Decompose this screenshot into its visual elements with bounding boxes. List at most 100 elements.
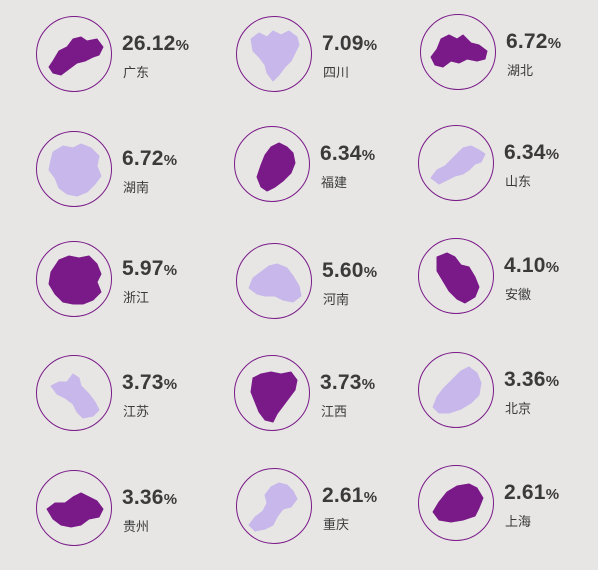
share-value: 7.09% <box>322 32 377 56</box>
henan-map-icon <box>236 243 312 319</box>
zhejiang-map-icon <box>36 241 112 317</box>
province-label: 浙江 <box>123 291 150 306</box>
share-number: 2.61 <box>322 484 364 507</box>
share-value: 5.97% <box>122 257 177 281</box>
share-value: 3.36% <box>504 368 559 392</box>
guangdong-map-icon <box>36 16 112 92</box>
share-number: 3.36 <box>504 368 546 391</box>
province-item: 2.61% 上海 <box>418 465 598 565</box>
province-label: 河南 <box>323 293 350 308</box>
share-value: 4.10% <box>504 254 559 278</box>
province-item: 6.72% 湖南 <box>36 131 226 231</box>
province-label: 湖北 <box>507 64 534 79</box>
sichuan-map-icon <box>236 16 312 92</box>
province-item: 3.73% 江苏 <box>36 355 226 455</box>
province-label: 广东 <box>123 66 150 81</box>
share-number: 3.36 <box>122 486 164 509</box>
province-item: 6.72% 湖北 <box>420 14 598 114</box>
province-label: 安徽 <box>505 288 532 303</box>
share-unit: % <box>163 491 178 508</box>
province-item: 3.73% 江西 <box>234 355 424 455</box>
jiangxi-map-icon <box>234 355 310 431</box>
share-number: 6.72 <box>506 30 548 53</box>
shanghai-map-icon <box>418 465 494 541</box>
share-unit: % <box>545 486 560 503</box>
share-value: 6.34% <box>504 141 559 165</box>
share-unit: % <box>163 376 178 393</box>
share-number: 6.34 <box>320 142 362 165</box>
share-unit: % <box>545 373 560 390</box>
province-shape <box>48 255 102 305</box>
province-silhouette <box>432 366 482 414</box>
province-shape <box>250 30 300 82</box>
province-item: 4.10% 安徽 <box>418 238 598 338</box>
province-shape <box>48 36 104 76</box>
chongqing-map-icon <box>236 468 312 544</box>
share-number: 3.73 <box>122 371 164 394</box>
share-unit: % <box>545 259 560 276</box>
share-value: 5.60% <box>322 259 377 283</box>
share-unit: % <box>545 146 560 163</box>
province-shape <box>432 483 484 523</box>
province-label: 贵州 <box>123 520 150 535</box>
share-number: 26.12 <box>122 32 176 55</box>
guizhou-map-icon <box>36 470 112 546</box>
province-shape <box>248 482 298 532</box>
province-item: 5.60% 河南 <box>236 243 426 343</box>
province-shape <box>248 263 302 303</box>
province-shape <box>256 142 296 192</box>
share-number: 7.09 <box>322 32 364 55</box>
share-unit: % <box>163 262 178 279</box>
share-value: 6.72% <box>506 30 561 54</box>
share-unit: % <box>175 37 190 54</box>
share-number: 5.97 <box>122 257 164 280</box>
province-item: 3.36% 北京 <box>418 352 598 452</box>
share-value: 2.61% <box>322 484 377 508</box>
share-number: 6.72 <box>122 147 164 170</box>
province-silhouette <box>250 371 298 423</box>
province-silhouette <box>48 36 104 76</box>
province-label: 上海 <box>505 515 532 530</box>
province-silhouette <box>256 142 296 192</box>
province-silhouette <box>48 143 102 197</box>
province-silhouette <box>430 34 488 68</box>
share-value: 3.73% <box>122 371 177 395</box>
province-silhouette <box>50 373 100 419</box>
province-item: 2.61% 重庆 <box>236 468 426 568</box>
province-silhouette <box>250 30 300 82</box>
share-number: 6.34 <box>504 141 546 164</box>
share-number: 5.60 <box>322 259 364 282</box>
province-label: 四川 <box>323 66 350 81</box>
hubei-map-icon <box>420 14 496 90</box>
share-unit: % <box>547 35 562 52</box>
province-label: 福建 <box>321 176 348 191</box>
province-label: 山东 <box>505 175 532 190</box>
anhui-map-icon <box>418 238 494 314</box>
share-number: 2.61 <box>504 481 546 504</box>
province-item: 3.36% 贵州 <box>36 470 226 570</box>
share-value: 2.61% <box>504 481 559 505</box>
shandong-map-icon <box>418 125 494 201</box>
province-shape <box>48 143 102 197</box>
province-silhouette <box>432 483 484 523</box>
share-unit: % <box>363 264 378 281</box>
province-label: 湖南 <box>123 181 150 196</box>
jiangsu-map-icon <box>36 355 112 431</box>
province-item: 5.97% 浙江 <box>36 241 226 341</box>
share-number: 3.73 <box>320 371 362 394</box>
province-label: 重庆 <box>323 518 350 533</box>
share-unit: % <box>163 152 178 169</box>
province-item: 7.09% 四川 <box>236 16 426 116</box>
province-silhouette <box>436 252 480 304</box>
province-shape <box>250 371 298 423</box>
share-unit: % <box>363 37 378 54</box>
fujian-map-icon <box>234 126 310 202</box>
beijing-map-icon <box>418 352 494 428</box>
province-silhouette <box>48 255 102 305</box>
province-shape <box>430 34 488 68</box>
province-item: 26.12% 广东 <box>36 16 226 116</box>
province-silhouette <box>46 492 104 528</box>
share-value: 3.36% <box>122 486 177 510</box>
share-value: 6.34% <box>320 142 375 166</box>
